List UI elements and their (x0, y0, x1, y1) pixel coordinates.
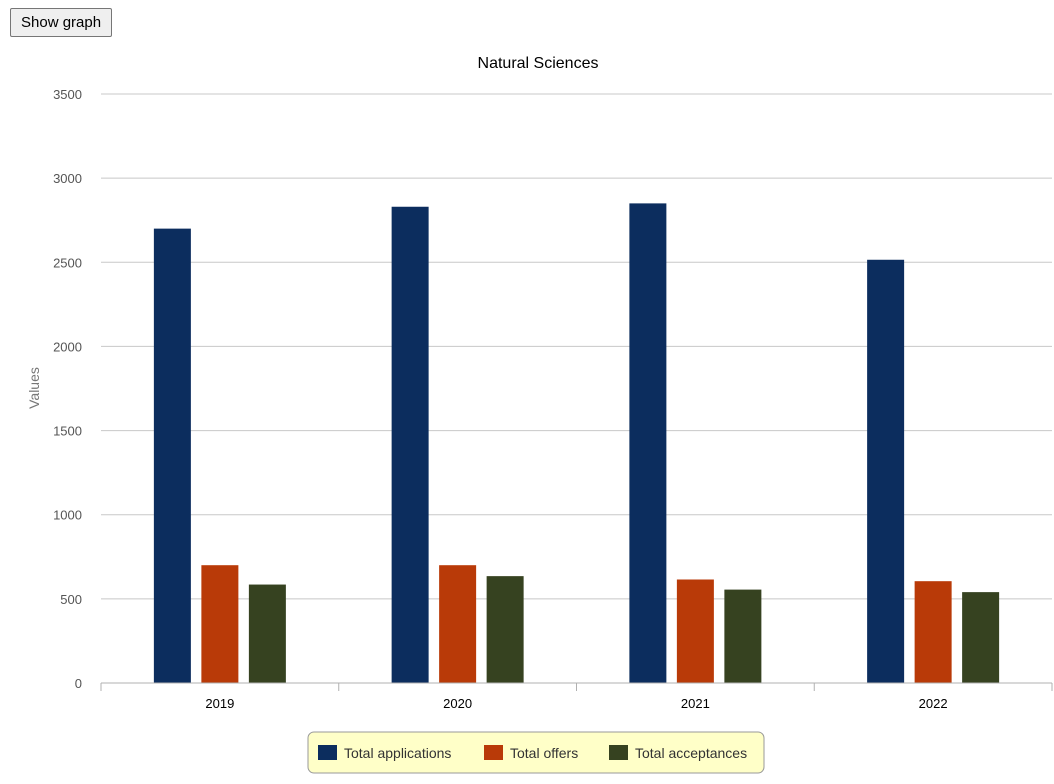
x-axis: 2019 2020 2021 2022 (100, 682, 1053, 711)
bar (486, 576, 524, 683)
legend-swatch (609, 745, 628, 760)
chart-title: Natural Sciences (478, 55, 599, 72)
show-graph-button[interactable]: Show graph (10, 8, 113, 37)
bar (962, 592, 1000, 683)
gridlines (101, 93, 1052, 600)
bar (914, 581, 952, 683)
legend-label: Total acceptances (635, 745, 747, 761)
bar (676, 579, 714, 683)
legend-swatch (318, 745, 337, 760)
legend-label: Total offers (510, 745, 578, 761)
bar (439, 565, 477, 683)
x-tick-label: 2022 (919, 696, 948, 711)
y-tick-label: 3000 (53, 171, 82, 186)
y-tick-label: 1000 (53, 508, 82, 523)
y-tick-label: 1500 (53, 424, 82, 439)
y-tick-label: 2000 (53, 339, 82, 354)
bar (629, 203, 667, 683)
legend-swatch (484, 745, 503, 760)
y-axis-label: Values (26, 367, 42, 409)
y-tick-label: 0 (75, 676, 82, 691)
y-tick-label: 3500 (53, 87, 82, 102)
bar (153, 228, 191, 683)
bar (724, 589, 762, 683)
x-tick-label: 2020 (443, 696, 472, 711)
y-axis-ticks: 0 500 1000 1500 2000 2500 3000 3500 (53, 87, 82, 691)
bar (867, 259, 905, 683)
y-tick-label: 2500 (53, 255, 82, 270)
bar (201, 565, 239, 683)
legend: Total applications Total offers Total acce… (307, 731, 765, 774)
x-tick-label: 2021 (681, 696, 710, 711)
legend-box (307, 731, 765, 774)
bar (248, 584, 286, 683)
y-tick-label: 500 (60, 592, 82, 607)
bar (391, 206, 429, 683)
legend-label: Total applications (344, 745, 451, 761)
x-tick-label: 2019 (205, 696, 234, 711)
bars (153, 203, 1000, 683)
